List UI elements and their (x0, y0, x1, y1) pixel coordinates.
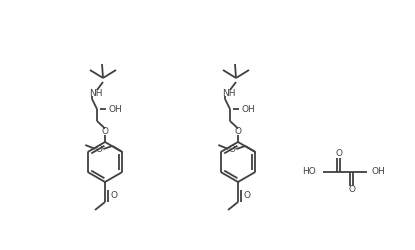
Text: O: O (229, 144, 236, 154)
Text: NH: NH (89, 88, 103, 98)
Text: OH: OH (108, 104, 122, 114)
Text: O: O (102, 127, 108, 136)
Text: O: O (244, 192, 251, 200)
Text: HO: HO (302, 168, 316, 176)
Text: OH: OH (371, 168, 385, 176)
Text: O: O (110, 192, 117, 200)
Text: O: O (335, 150, 342, 158)
Text: NH: NH (222, 88, 236, 98)
Text: O: O (234, 127, 242, 136)
Text: O: O (348, 186, 355, 194)
Text: OH: OH (241, 104, 255, 114)
Text: O: O (96, 144, 103, 154)
